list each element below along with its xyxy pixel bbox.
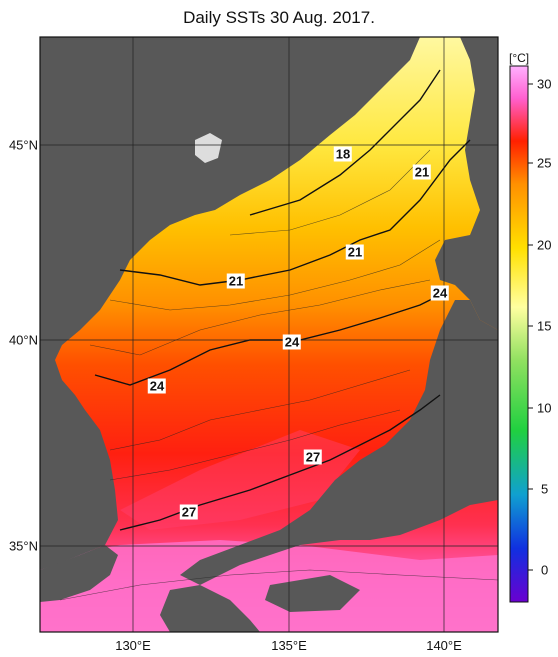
colorbar-tick-label: 10: [537, 400, 552, 416]
isotherm-label: 21: [412, 164, 432, 180]
isotherm-18: [249, 69, 441, 216]
lat-label-35: 35°N: [8, 538, 38, 554]
isotherm-label: 24: [430, 285, 450, 301]
lon-label-135: 135°E: [271, 638, 307, 653]
lat-label-40: 40°N: [8, 332, 38, 348]
map-frame: [39, 36, 499, 633]
landmass-kyushu: [160, 585, 260, 632]
colorbar: [509, 65, 529, 603]
colorbar-tick-label: 30: [537, 76, 552, 92]
lon-label-130: 130°E: [115, 638, 151, 653]
lake: [195, 133, 222, 163]
isotherm-label: 21: [345, 244, 365, 260]
colorbar-tick-label: 0: [541, 562, 549, 578]
isotherm-label: 24: [147, 378, 167, 394]
warm-pool-south: [40, 540, 498, 632]
isotherm-21: [119, 139, 471, 286]
landmass-hokkaido: [435, 37, 498, 330]
landmass-honshu: [180, 300, 498, 585]
colorbar-tick-label: 5: [541, 481, 549, 497]
colorbar-unit: [°C]: [509, 51, 530, 65]
lat-label-45: 45°N: [8, 137, 38, 153]
graticule: [40, 37, 498, 632]
isotherm-label: 21: [226, 273, 246, 289]
map-title: Daily SSTs 30 Aug. 2017.: [183, 8, 375, 27]
colorbar-ticks: [528, 83, 533, 571]
colorbar-tick-label: 20: [537, 237, 552, 253]
colorbar-tick-label: 25: [537, 155, 552, 171]
isotherm-label: 27: [303, 449, 323, 465]
landmass-korea: [40, 545, 118, 602]
colorbar-tick-label: 15: [537, 318, 552, 334]
lon-label-140: 140°E: [426, 638, 462, 653]
isotherm-label: 27: [179, 504, 199, 520]
isotherm-label: 24: [282, 334, 302, 350]
isotherm-label: 18: [333, 146, 353, 162]
landmass-asia: [40, 37, 420, 570]
